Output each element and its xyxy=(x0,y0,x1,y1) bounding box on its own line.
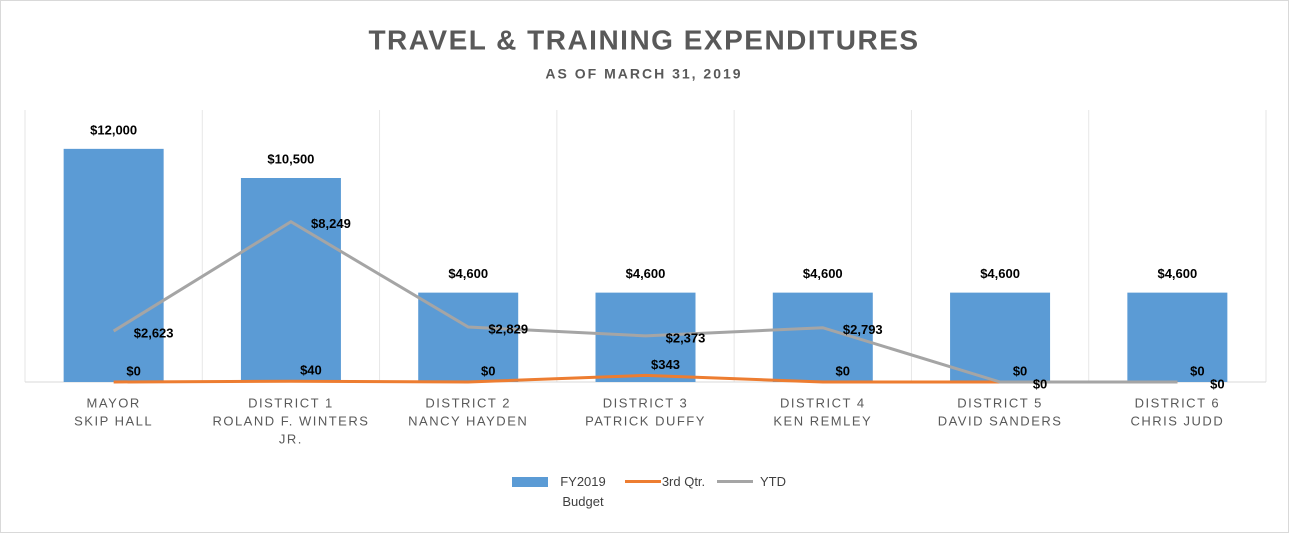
x-tick-label: PATRICK DUFFY xyxy=(585,413,706,428)
data-label: $4,600 xyxy=(448,266,488,281)
data-label: $0 xyxy=(836,363,850,378)
x-tick-label: DISTRICT 5 xyxy=(957,395,1043,410)
bar xyxy=(63,148,164,382)
x-tick-label: NANCY HAYDEN xyxy=(408,413,528,428)
x-tick-label: MAYOR xyxy=(87,395,141,410)
legend-item: 3rd Qtr. xyxy=(625,472,706,492)
data-label: $8,249 xyxy=(311,216,351,231)
chart-title: TRAVEL & TRAINING EXPENDITURES xyxy=(368,24,919,55)
data-label: $0 xyxy=(1190,363,1204,378)
legend-label: 3rd Qtr. xyxy=(661,474,706,489)
legend-item: YTD xyxy=(717,472,793,492)
data-label: $4,600 xyxy=(626,266,666,281)
x-tick-label: CHRIS JUDD xyxy=(1130,413,1224,428)
bar xyxy=(1127,292,1228,382)
x-tick-label: DISTRICT 1 xyxy=(248,395,334,410)
x-tick-label: DISTRICT 4 xyxy=(780,395,866,410)
legend-label: FY2019 Budget xyxy=(560,474,606,509)
data-label: $4,600 xyxy=(980,266,1020,281)
x-tick-label: DAVID SANDERS xyxy=(938,413,1063,428)
x-tick-label: DISTRICT 2 xyxy=(425,395,511,410)
data-label: $12,000 xyxy=(90,122,137,137)
legend-key xyxy=(512,477,548,487)
data-label: $0 xyxy=(126,363,140,378)
data-label: $343 xyxy=(651,357,680,372)
line xyxy=(112,219,1178,384)
data-label: $0 xyxy=(1033,376,1047,391)
chart-subtitle: AS OF MARCH 31, 2019 xyxy=(545,66,742,82)
data-label: $0 xyxy=(1013,363,1027,378)
x-tick-label: DISTRICT 6 xyxy=(1135,395,1221,410)
data-label: $2,623 xyxy=(134,325,174,340)
data-label: $2,793 xyxy=(843,322,883,337)
bar xyxy=(240,178,341,382)
data-label: $2,373 xyxy=(666,330,706,345)
data-label: $2,829 xyxy=(488,321,528,336)
legend-key xyxy=(625,480,661,483)
x-tick-label: ROLAND F. WINTERS xyxy=(212,413,369,428)
data-label: $0 xyxy=(481,363,495,378)
legend-key xyxy=(717,480,753,483)
x-tick-label: SKIP HALL xyxy=(74,413,153,428)
x-tick-label: DISTRICT 3 xyxy=(603,395,689,410)
x-tick-label: KEN REMLEY xyxy=(773,413,872,428)
data-label: $4,600 xyxy=(803,266,843,281)
data-label: $10,500 xyxy=(267,151,314,166)
legend-label: YTD xyxy=(760,474,786,489)
data-label: $4,600 xyxy=(1157,266,1197,281)
x-tick-label: JR. xyxy=(279,431,303,446)
legend-item: FY2019 Budget xyxy=(512,472,618,512)
bar xyxy=(950,292,1051,382)
data-label: $0 xyxy=(1210,376,1224,391)
data-label: $40 xyxy=(300,363,322,378)
